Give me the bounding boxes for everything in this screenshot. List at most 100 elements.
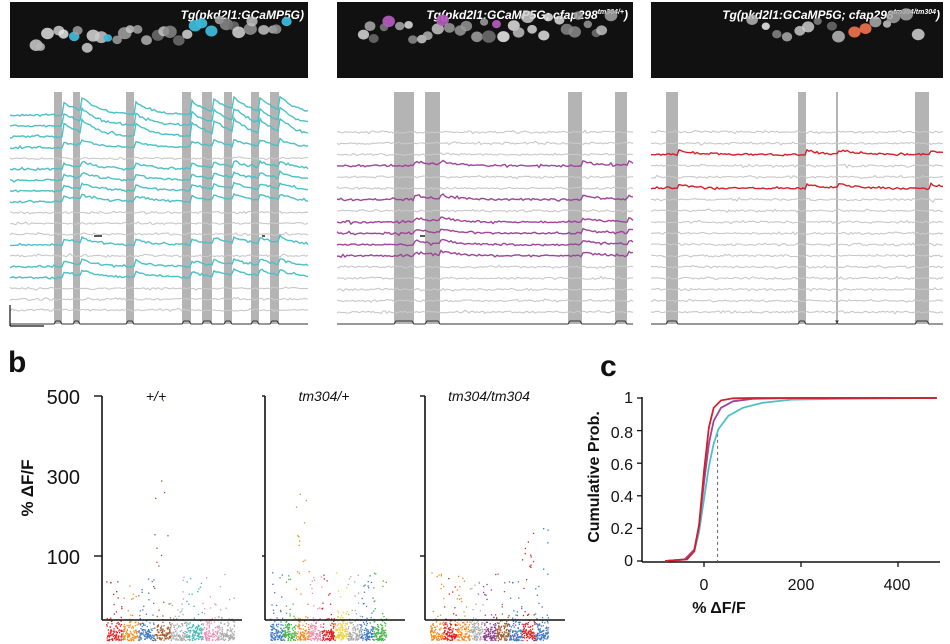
- scatter-point: [373, 639, 375, 641]
- scatter-point: [216, 633, 218, 635]
- scatter-point: [515, 638, 517, 640]
- trace-panel-hom: [650, 92, 944, 325]
- scatter-point: [322, 631, 325, 633]
- b-y-tick-label: 100: [47, 547, 80, 569]
- scatter-point: [527, 541, 529, 543]
- scatter-point: [464, 637, 466, 639]
- scatter-point: [114, 636, 116, 639]
- scatter-point: [366, 634, 368, 636]
- scatter-point: [189, 629, 191, 632]
- scatter-point: [225, 636, 227, 638]
- scatter-point: [298, 637, 301, 640]
- trace: [336, 309, 634, 315]
- scatter-point: [352, 627, 354, 630]
- scatter-point: [146, 633, 148, 635]
- scatter-point: [323, 574, 325, 576]
- scatter-point: [530, 564, 532, 566]
- scatter-point: [292, 636, 294, 638]
- scatter-point: [371, 633, 373, 635]
- scatter-point: [475, 637, 477, 639]
- scatter-point: [206, 636, 208, 639]
- scatter-point: [178, 615, 180, 617]
- scatter-point: [299, 540, 301, 542]
- scatter-point: [208, 639, 210, 641]
- scatter-point: [278, 636, 280, 638]
- scatter-point: [330, 624, 332, 626]
- scatter-point: [287, 629, 289, 631]
- scatter-point: [507, 624, 509, 626]
- scatter-point: [322, 638, 325, 640]
- scatter-point: [515, 640, 518, 642]
- scatter-point: [454, 635, 456, 637]
- scatter-point: [508, 615, 510, 617]
- scatter-point: [345, 633, 347, 635]
- scatter-point: [227, 635, 229, 638]
- scatter-point: [339, 623, 341, 625]
- scatter-point: [430, 634, 433, 637]
- scatter-point: [536, 594, 538, 596]
- scatter-point: [198, 634, 200, 636]
- scatter-point: [346, 622, 348, 624]
- scatter-point: [372, 626, 375, 628]
- scatter-point: [121, 607, 123, 610]
- scatter-point: [459, 586, 461, 588]
- scatter-point: [438, 635, 441, 637]
- scatter-point: [512, 638, 514, 641]
- scatter-point: [512, 620, 514, 622]
- image-cells: [746, 8, 925, 43]
- scatter-point: [380, 639, 383, 641]
- scatter-point: [309, 584, 312, 586]
- scatter-point: [514, 633, 516, 635]
- scatter-point: [163, 634, 166, 636]
- scatter-point: [121, 636, 123, 638]
- scatter-point: [270, 634, 272, 636]
- scatter-point: [154, 534, 156, 536]
- scatter-point: [522, 625, 525, 628]
- scatter-point: [152, 639, 155, 642]
- scatter-point: [492, 631, 495, 633]
- scatter-point: [167, 626, 169, 628]
- scatter-point: [455, 623, 457, 626]
- scatter-point: [311, 637, 313, 640]
- scatter-point: [128, 635, 130, 638]
- scatter-point: [363, 632, 366, 634]
- scatter-point: [342, 620, 345, 622]
- scatter-point: [288, 633, 291, 636]
- scatter-point: [369, 631, 372, 633]
- cell: [802, 21, 815, 33]
- scatter-point: [190, 627, 192, 629]
- scatter-point: [300, 633, 302, 635]
- scatter-point: [132, 638, 134, 640]
- scatter-point: [299, 628, 301, 630]
- scatter-point: [208, 622, 210, 624]
- scatter-point: [114, 630, 116, 632]
- scatter-point: [348, 613, 350, 616]
- scatter-point: [477, 626, 479, 628]
- scatter-point: [148, 592, 150, 594]
- scatter-point: [458, 594, 460, 596]
- scatter-point: [292, 633, 294, 635]
- scatter-point: [137, 636, 139, 639]
- scatter-point: [271, 635, 273, 638]
- scatter-point: [218, 616, 220, 618]
- scatter-point: [290, 634, 292, 637]
- b-y-axis-label: % ΔF/F: [18, 460, 37, 517]
- scatter-point: [120, 616, 122, 619]
- scatter-point: [482, 604, 484, 606]
- scatter-point: [385, 632, 387, 634]
- scatter-point: [508, 629, 510, 632]
- scatter-point: [108, 639, 110, 641]
- scatter-point: [478, 632, 480, 634]
- scatter-point: [444, 626, 446, 629]
- scatter-point: [106, 639, 108, 641]
- scatter-point: [199, 632, 201, 634]
- scatter-point: [161, 631, 163, 634]
- scatter-point: [508, 633, 510, 635]
- scatter-point: [500, 634, 502, 636]
- scatter-point: [373, 587, 375, 589]
- scatter-point: [484, 624, 486, 627]
- scatter-point: [192, 637, 194, 639]
- scatter-point: [187, 630, 190, 632]
- scatter-point: [224, 573, 226, 576]
- scatter-point: [457, 634, 459, 636]
